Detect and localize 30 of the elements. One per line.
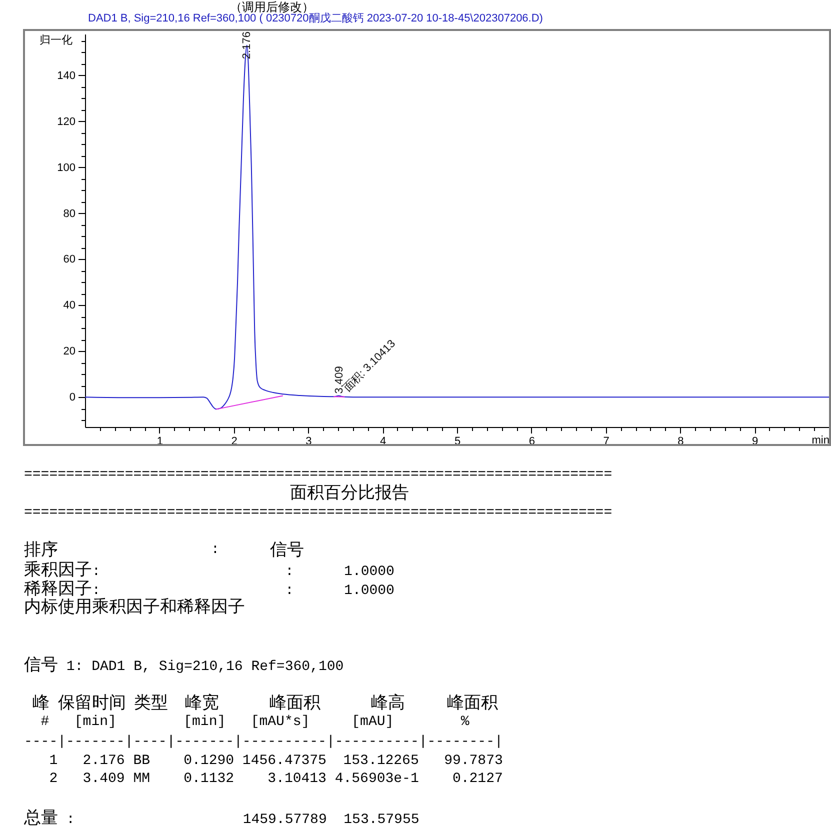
text: 面积百分比报告 xyxy=(290,483,409,502)
text: 峰 保留时间 类型 峰宽 峰面积 峰高 峰面积 xyxy=(32,693,498,712)
text: 排序 xyxy=(24,540,58,559)
x-tick-label: 4 xyxy=(380,436,386,448)
y-tick-label: 140 xyxy=(57,70,76,82)
text: 内标使用乘积因子和稀释因子 xyxy=(24,597,245,616)
chart-title: DAD1 B, Sig=210,16 Ref=360,100 ( 0230720酮戊二酸钙 2023-07-20 10-18-45\202307206.D) xyxy=(88,12,543,25)
x-axis-title: min xyxy=(812,434,830,446)
text: 2 3.409 MM 0.1132 3.10413 4.56903e-1 0.2127 xyxy=(48,770,503,788)
text: 信号 1: DAD1 B, Sig=210,16 Ref=360,100 xyxy=(24,655,344,676)
text: ====================================================================== xyxy=(24,504,612,522)
y-axis-title: 归一化 xyxy=(40,34,72,46)
text: ====================================================================== xyxy=(24,466,612,484)
y-tick-label: 0 xyxy=(69,392,76,404)
annotation: 2.176 xyxy=(240,32,253,60)
y-tick-label: 60 xyxy=(63,254,76,266)
text: : xyxy=(211,541,220,559)
y-tick-label: 120 xyxy=(57,116,76,128)
text: 乘积因子: : 1.0000 xyxy=(24,560,394,580)
text: 1 2.176 BB 0.1290 1456.47375 153.12265 99.7873 xyxy=(48,752,503,770)
text: # [min] [min] [mAU*s] [mAU] % xyxy=(40,713,470,731)
y-tick-label: 40 xyxy=(63,300,76,312)
y-tick-label: 20 xyxy=(63,346,76,358)
text: ----|-------|----|-------|----------|----------|--------| xyxy=(24,733,503,751)
text: 信号 xyxy=(270,540,304,559)
y-tick-label: 80 xyxy=(63,208,76,220)
text: 总量 : 1459.57789 153.57955 xyxy=(24,808,420,829)
y-tick-label: 100 xyxy=(57,162,76,174)
text: 稀释因子: : 1.0000 xyxy=(24,579,394,599)
text: （调用后修改） xyxy=(230,0,314,14)
